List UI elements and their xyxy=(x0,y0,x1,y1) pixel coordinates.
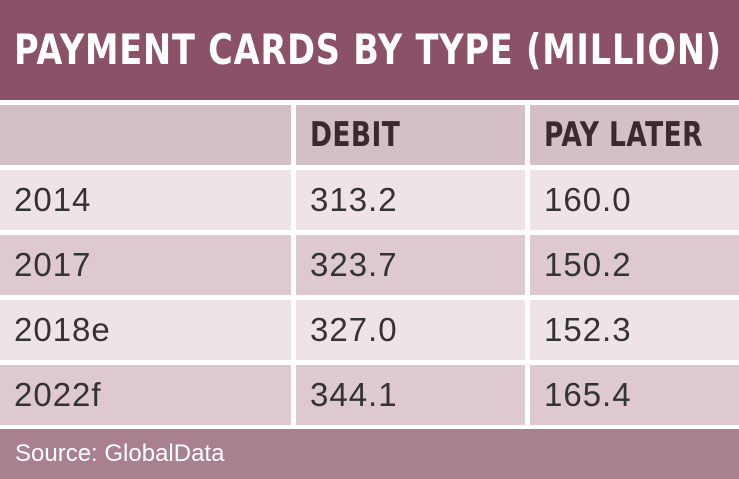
debit-cell: 313.2 xyxy=(296,165,530,230)
header-cell-pay-later: PAY LATER xyxy=(530,100,739,165)
table-row: 2018e 327.0 152.3 xyxy=(0,295,739,360)
year-cell: 2017 xyxy=(0,230,296,295)
year-cell: 2018e xyxy=(0,295,296,360)
table-row: 2022f 344.1 165.4 xyxy=(0,360,739,425)
table-row: 2017 323.7 150.2 xyxy=(0,230,739,295)
title-bar: PAYMENT CARDS BY TYPE (MILLION) xyxy=(0,0,739,100)
data-table: DEBIT PAY LATER 2014 313.2 160.0 2017 32… xyxy=(0,100,739,425)
debit-cell: 323.7 xyxy=(296,230,530,295)
debit-cell: 344.1 xyxy=(296,360,530,425)
debit-cell: 327.0 xyxy=(296,295,530,360)
pay-later-cell: 165.4 xyxy=(530,360,739,425)
pay-later-cell: 160.0 xyxy=(530,165,739,230)
header-cell-debit: DEBIT xyxy=(296,100,530,165)
pay-later-cell: 152.3 xyxy=(530,295,739,360)
pay-later-cell: 150.2 xyxy=(530,230,739,295)
header-row: DEBIT PAY LATER xyxy=(0,100,739,165)
header-cell-year xyxy=(0,100,296,165)
table-row: 2014 313.2 160.0 xyxy=(0,165,739,230)
chart-title: PAYMENT CARDS BY TYPE (MILLION) xyxy=(14,25,722,74)
source-note: Source: GlobalData xyxy=(15,440,225,467)
year-cell: 2022f xyxy=(0,360,296,425)
source-footer: Source: GlobalData xyxy=(0,429,739,479)
year-cell: 2014 xyxy=(0,165,296,230)
